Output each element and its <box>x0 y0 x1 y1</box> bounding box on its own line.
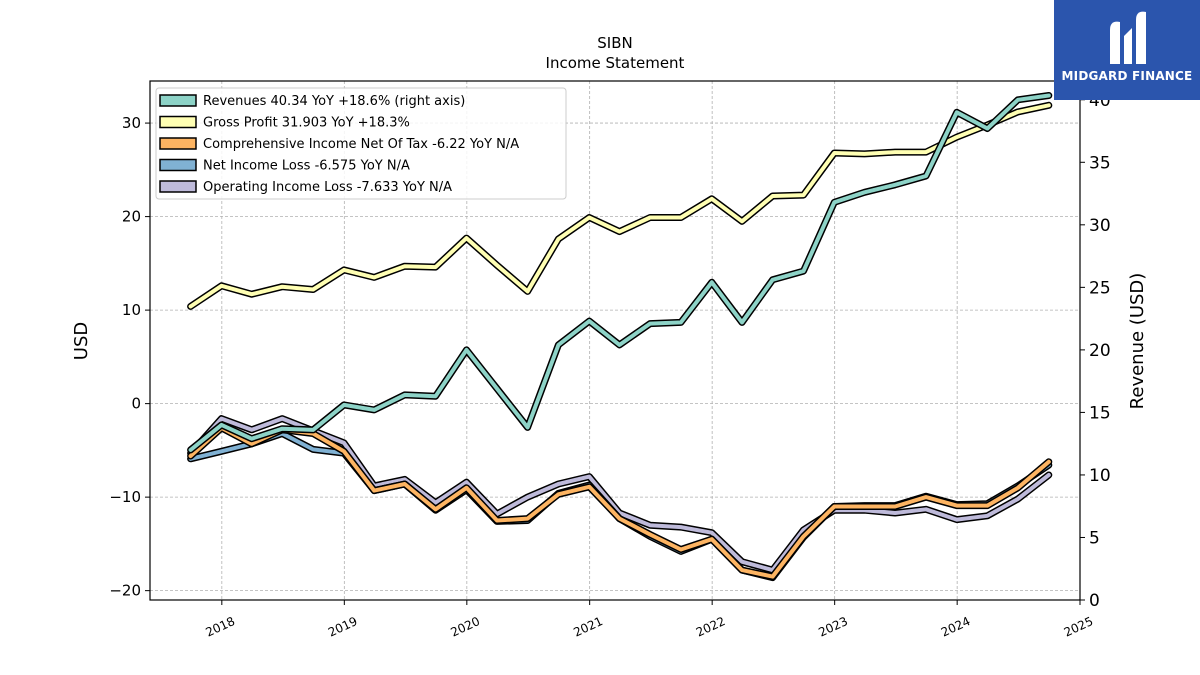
series-lines <box>187 92 1053 582</box>
left-y-tick-label: 20 <box>122 208 141 226</box>
left-axis-label: USD <box>71 322 92 360</box>
left-y-tick-label: −20 <box>109 582 141 600</box>
x-tick-label: 2022 <box>694 614 728 640</box>
right-y-tick-label: 35 <box>1089 153 1111 173</box>
right-y-tick-label: 25 <box>1089 278 1111 298</box>
legend: Revenues 40.34 YoY +18.6% (right axis) Gr… <box>155 87 567 200</box>
plot-frame <box>149 80 1081 601</box>
legend-entry: Operating Income Loss -7.633 YoY N/A <box>203 180 452 195</box>
x-tick-label: 2021 <box>571 614 605 640</box>
right-y-tick-label: 5 <box>1089 528 1100 548</box>
x-tick-label: 2024 <box>939 614 973 640</box>
series-line-operating-income-loss <box>188 416 1051 573</box>
left-y-axis: 30 20 10 0 −10 −20 <box>109 114 150 600</box>
series-line-gross-profit <box>188 103 1051 309</box>
right-y-tick-label: 10 <box>1089 466 1111 486</box>
legend-swatch <box>159 94 197 107</box>
left-y-tick-label: 10 <box>122 301 141 319</box>
series-line-revenues <box>188 93 1051 452</box>
x-tick-label: 2020 <box>448 614 482 640</box>
right-y-tick-label: 30 <box>1089 216 1111 236</box>
logo-mark-icon <box>1110 11 1146 64</box>
x-tick-label: 2018 <box>203 614 237 640</box>
legend-entry: Gross Profit 31.903 YoY +18.3% <box>203 116 410 131</box>
legend-box <box>155 87 567 200</box>
right-y-tick-label: 0 <box>1089 591 1100 611</box>
legend-swatch <box>159 137 197 150</box>
legend-swatch <box>159 158 197 172</box>
left-y-tick-label: 30 <box>122 114 141 132</box>
logo-wordmark: MIDGARD FINANCE <box>1061 69 1193 83</box>
right-y-tick-label: 20 <box>1089 341 1111 361</box>
legend-entry: Net Income Loss -6.575 YoY N/A <box>203 159 410 174</box>
legend-swatch <box>159 115 197 129</box>
x-axis: 2018 2019 2020 2021 2022 2023 2024 2025 <box>203 600 1095 640</box>
legend-swatch <box>159 180 197 193</box>
chart-subtitle: Income Statement <box>546 54 685 72</box>
legend-entry: Comprehensive Income Net Of Tax -6.22 Yo… <box>203 137 519 152</box>
right-y-tick-label: 15 <box>1089 403 1111 423</box>
x-tick-label: 2025 <box>1062 614 1096 640</box>
legend-entry: Revenues 40.34 YoY +18.6% (right axis) <box>203 94 465 109</box>
chart-title: SIBN <box>597 34 632 52</box>
x-tick-label: 2023 <box>816 614 850 640</box>
left-y-tick-label: −10 <box>109 488 141 506</box>
series-outline-net-income-loss <box>187 430 1053 582</box>
midgard-finance-logo: MIDGARD FINANCE <box>1054 0 1200 100</box>
right-axis-label: Revenue (USD) <box>1127 273 1148 410</box>
x-tick-label: 2019 <box>326 614 360 640</box>
series-line-net-income-loss <box>188 431 1051 580</box>
series-line-comprehensive-income-net-of-tax <box>188 425 1051 579</box>
left-y-tick-label: 0 <box>131 395 141 413</box>
